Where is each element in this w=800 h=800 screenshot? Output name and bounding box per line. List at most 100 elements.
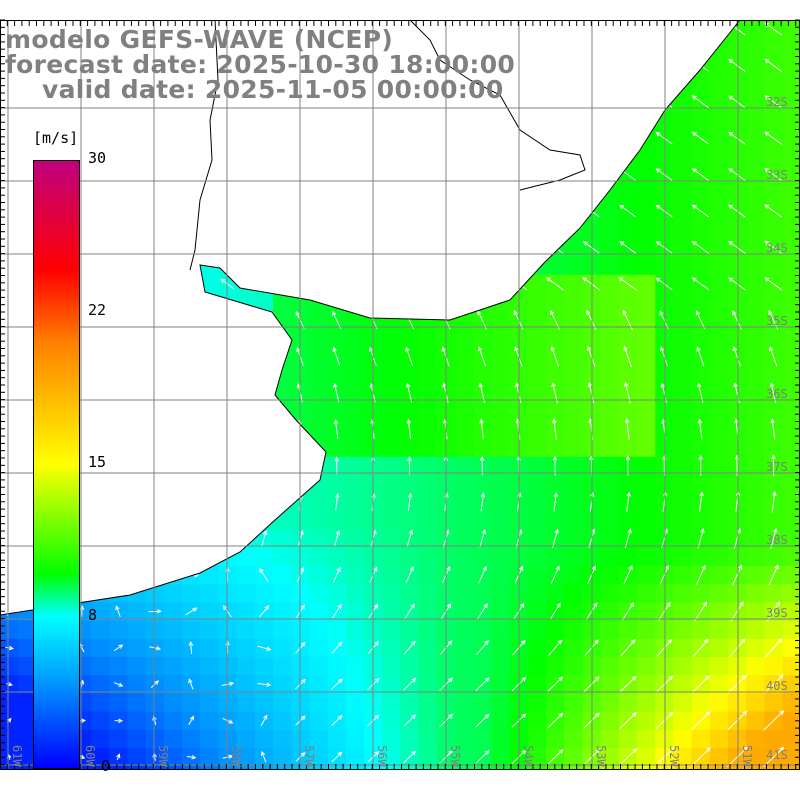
wind-arrow	[763, 746, 785, 768]
wind-arrow	[764, 168, 783, 182]
wind-speed-cell	[473, 547, 492, 567]
wind-speed-cell	[236, 620, 256, 640]
wind-speed-cell	[291, 766, 310, 770]
wind-speed-cell	[491, 493, 511, 512]
wind-speed-cell	[691, 365, 711, 385]
wind-speed-cell	[600, 92, 620, 112]
wind-speed-cell	[382, 365, 401, 385]
wind-speed-cell	[709, 311, 729, 330]
wind-speed-cell	[764, 38, 784, 57]
wind-speed-cell	[200, 602, 219, 622]
wind-arrow	[259, 567, 269, 582]
wind-arrow	[698, 491, 704, 513]
wind-arrow	[655, 131, 673, 145]
wind-speed-cell	[218, 329, 238, 349]
wind-speed-cell	[382, 220, 401, 239]
wind-speed-cell	[291, 129, 310, 148]
wind-speed-cell	[91, 256, 110, 276]
wind-speed-cell	[345, 711, 365, 731]
wind-arrow	[189, 493, 194, 511]
wind-speed-cell	[746, 657, 765, 676]
wind-speed-cell	[618, 129, 638, 148]
wind-speed-cell	[527, 511, 547, 531]
wind-speed-cell	[382, 256, 401, 276]
wind-speed-cell	[600, 456, 620, 476]
wind-speed-cell	[236, 202, 256, 221]
wind-speed-cell	[600, 74, 620, 94]
wind-arrow	[183, 205, 198, 217]
wind-speed-cell	[637, 402, 656, 421]
wind-speed-cell	[491, 456, 511, 476]
wind-arrow	[727, 710, 748, 731]
wind-speed-cell	[400, 220, 420, 239]
wind-speed-cell	[18, 766, 37, 770]
wind-arrow	[260, 750, 267, 763]
wind-speed-cell	[546, 129, 565, 148]
wind-speed-cell	[491, 675, 511, 694]
wind-arrow	[256, 205, 271, 217]
wind-speed-cell	[673, 293, 693, 312]
wind-arrow	[115, 457, 121, 474]
wind-speed-cell	[200, 511, 219, 531]
wind-speed-cell	[91, 129, 110, 148]
wind-speed-cell	[764, 584, 784, 603]
wind-speed-cell	[309, 202, 329, 221]
wind-speed-cell	[218, 111, 238, 130]
wind-arrow	[553, 491, 559, 512]
wind-speed-cell	[345, 293, 365, 312]
wind-speed-cell	[400, 293, 420, 312]
wind-speed-cell	[764, 511, 784, 531]
wind-speed-cell	[91, 402, 110, 421]
wind-speed-cell	[546, 438, 565, 458]
wind-speed-cell	[200, 693, 219, 713]
wind-speed-cell	[382, 529, 401, 549]
wind-speed-cell	[127, 566, 147, 585]
wind-speed-cell	[345, 402, 365, 421]
wind-speed-cell	[455, 129, 474, 148]
wind-speed-cell	[746, 347, 765, 367]
wind-speed-cell	[236, 693, 256, 713]
wind-speed-cell	[218, 657, 238, 676]
wind-speed-cell	[491, 620, 511, 640]
wind-speed-cell	[345, 584, 365, 603]
wind-arrow	[656, 638, 673, 657]
wind-speed-cell	[546, 584, 565, 603]
wind-speed-cell	[782, 748, 800, 767]
wind-arrow	[550, 565, 560, 584]
wind-speed-cell	[236, 675, 256, 694]
wind-arrow	[552, 528, 559, 548]
wind-arrow	[333, 419, 339, 439]
wind-speed-cell	[291, 547, 310, 567]
wind-speed-cell	[600, 511, 620, 531]
wind-speed-cell	[637, 566, 656, 585]
wind-speed-cell	[182, 183, 201, 203]
wind-speed-cell	[345, 638, 365, 658]
wind-speed-cell	[382, 602, 401, 622]
wind-speed-cell	[0, 256, 19, 276]
wind-speed-cell	[91, 675, 110, 694]
wind-arrow	[768, 564, 779, 586]
wind-speed-cell	[564, 311, 583, 330]
wind-speed-cell	[327, 729, 347, 749]
wind-speed-cell	[673, 529, 693, 549]
wind-speed-cell	[291, 183, 310, 203]
wind-arrow	[257, 645, 272, 651]
wind-speed-cell	[127, 183, 147, 203]
wind-speed-cell	[236, 111, 256, 130]
wind-speed-cell	[254, 657, 274, 676]
wind-speed-cell	[218, 147, 238, 167]
wind-speed-cell	[109, 183, 128, 203]
wind-arrow	[329, 132, 344, 144]
wind-speed-cell	[618, 256, 638, 276]
wind-speed-cell	[728, 511, 747, 531]
wind-speed-cell	[782, 675, 800, 694]
wind-speed-cell	[418, 183, 438, 203]
wind-speed-cell	[236, 602, 256, 622]
wind-speed-cell	[182, 547, 201, 567]
wind-speed-cell	[382, 274, 401, 294]
wind-speed-cell	[418, 511, 438, 531]
wind-arrow	[407, 456, 412, 475]
wind-speed-cell	[782, 311, 800, 330]
wind-speed-cell	[0, 766, 19, 770]
wind-speed-cell	[546, 256, 565, 276]
